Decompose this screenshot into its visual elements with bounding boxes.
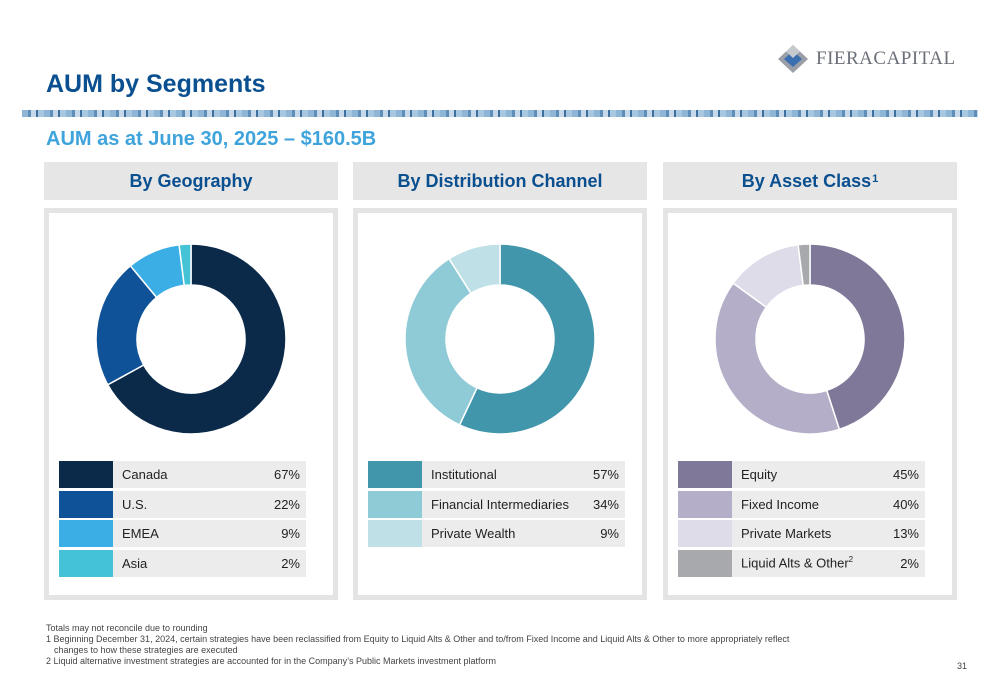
panel-asset-class: Equity 45% Fixed Income 40% Private Markets 1…	[663, 208, 957, 600]
footnote-marker: 1	[872, 173, 879, 185]
panel-header-distribution: By Distribution Channel	[353, 162, 647, 200]
donut-slice-financial-intermediaries	[404, 257, 479, 426]
legend-distribution: Institutional 57% Financial Intermediaries…	[368, 461, 625, 550]
legend-value: 40%	[892, 496, 919, 512]
legend-swatch	[59, 520, 113, 547]
panel-title: By Geography	[129, 170, 253, 191]
footnote-rounding: Totals may not reconcile due to rounding	[46, 623, 208, 633]
legend-geography: Canada 67% U.S. 22% EMEA 9% Asia 2%	[59, 461, 306, 579]
donut-slice-liquid-alts-and-other	[797, 243, 811, 287]
legend-label: Canada	[122, 467, 168, 482]
legend-value: 2%	[900, 555, 919, 571]
legend-swatch	[368, 520, 422, 547]
legend-row-asia: Asia 2%	[59, 549, 306, 577]
panel-distribution: Institutional 57% Financial Intermediaries…	[353, 208, 647, 600]
footnote-marker: 2	[848, 555, 854, 565]
legend-swatch	[678, 549, 732, 577]
footnote-2: 2 Liquid alternative investment strategi…	[46, 656, 497, 666]
fiera-capital-logo: FIERACAPITAL	[776, 44, 956, 74]
page-number: 31	[957, 661, 968, 671]
panel-title: By Asset Class	[741, 170, 872, 191]
legend-value: 9%	[600, 526, 619, 541]
donut-chart-distribution	[404, 243, 596, 435]
logo-text: FIERACAPITAL	[816, 48, 956, 69]
legend-label: EMEA	[122, 526, 159, 541]
legend-swatch	[368, 490, 422, 518]
legend-swatch	[368, 461, 422, 488]
legend-row-liquid-alts-and-other: Liquid Alts & Other2 2%	[678, 549, 925, 577]
legend-label: Equity	[741, 467, 778, 482]
legend-asset-class: Equity 45% Fixed Income 40% Private Markets 1…	[678, 461, 925, 579]
legend-swatch	[678, 520, 732, 547]
legend-label: Private Markets	[741, 526, 832, 541]
legend-label: Financial Intermediaries	[431, 496, 570, 512]
legend-value: 22%	[273, 496, 300, 512]
legend-swatch	[59, 549, 113, 577]
legend-row-u-s: U.S. 22%	[59, 490, 306, 518]
donut-slice-canada	[106, 243, 287, 435]
donut-slice-private-wealth	[448, 243, 501, 295]
legend-row-financial-intermediaries: Financial Intermediaries 34%	[368, 490, 625, 518]
footnote-1: 1 Beginning December 31, 2024, certain s…	[46, 634, 790, 644]
legend-value: 13%	[892, 526, 919, 541]
panel-geography: Canada 67% U.S. 22% EMEA 9% Asia 2%	[44, 208, 338, 600]
legend-value: 2%	[281, 555, 300, 571]
legend-value: 67%	[273, 467, 300, 482]
legend-swatch	[59, 461, 113, 488]
legend-value: 34%	[592, 496, 619, 512]
panel-header-geography: By Geography	[44, 162, 338, 200]
diamond-logo-icon	[776, 44, 810, 74]
legend-value: 45%	[892, 467, 919, 482]
legend-value: 9%	[281, 526, 300, 541]
legend-value: 57%	[592, 467, 619, 482]
donut-slice-institutional	[458, 243, 596, 435]
legend-row-fixed-income: Fixed Income 40%	[678, 490, 925, 518]
aum-subtitle: AUM as at June 30, 2025 – $160.5B	[46, 128, 377, 150]
donut-slice-equity	[809, 243, 906, 431]
panel-header-asset-class: By Asset Class 1	[663, 162, 957, 200]
page-title: AUM by Segments	[46, 70, 266, 98]
legend-swatch	[59, 490, 113, 518]
legend-row-private-wealth: Private Wealth 9%	[368, 520, 625, 547]
legend-label: Private Wealth	[431, 526, 516, 541]
donut-slice-fixed-income	[714, 282, 841, 435]
legend-row-private-markets: Private Markets 13%	[678, 520, 925, 547]
legend-label: Liquid Alts & Other2	[741, 555, 854, 571]
legend-row-emea: EMEA 9%	[59, 520, 306, 547]
donut-slice-asia	[178, 243, 192, 287]
legend-label: Asia	[122, 555, 148, 571]
panel-title: By Distribution Channel	[397, 170, 603, 191]
footnotes: Totals may not reconcile due to rounding…	[46, 623, 789, 667]
legend-label: Institutional	[431, 467, 497, 482]
legend-label: U.S.	[122, 496, 148, 512]
legend-swatch	[678, 461, 732, 488]
donut-chart-asset-class	[714, 243, 906, 435]
footnote-1-continued: changes to how these strategies are exec…	[54, 645, 238, 655]
decorative-rule	[22, 110, 978, 117]
legend-swatch	[678, 490, 732, 518]
legend-row-equity: Equity 45%	[678, 461, 925, 488]
donut-chart-geography	[95, 243, 287, 435]
legend-label: Fixed Income	[741, 496, 820, 512]
legend-row-institutional: Institutional 57%	[368, 461, 625, 488]
legend-row-canada: Canada 67%	[59, 461, 306, 488]
